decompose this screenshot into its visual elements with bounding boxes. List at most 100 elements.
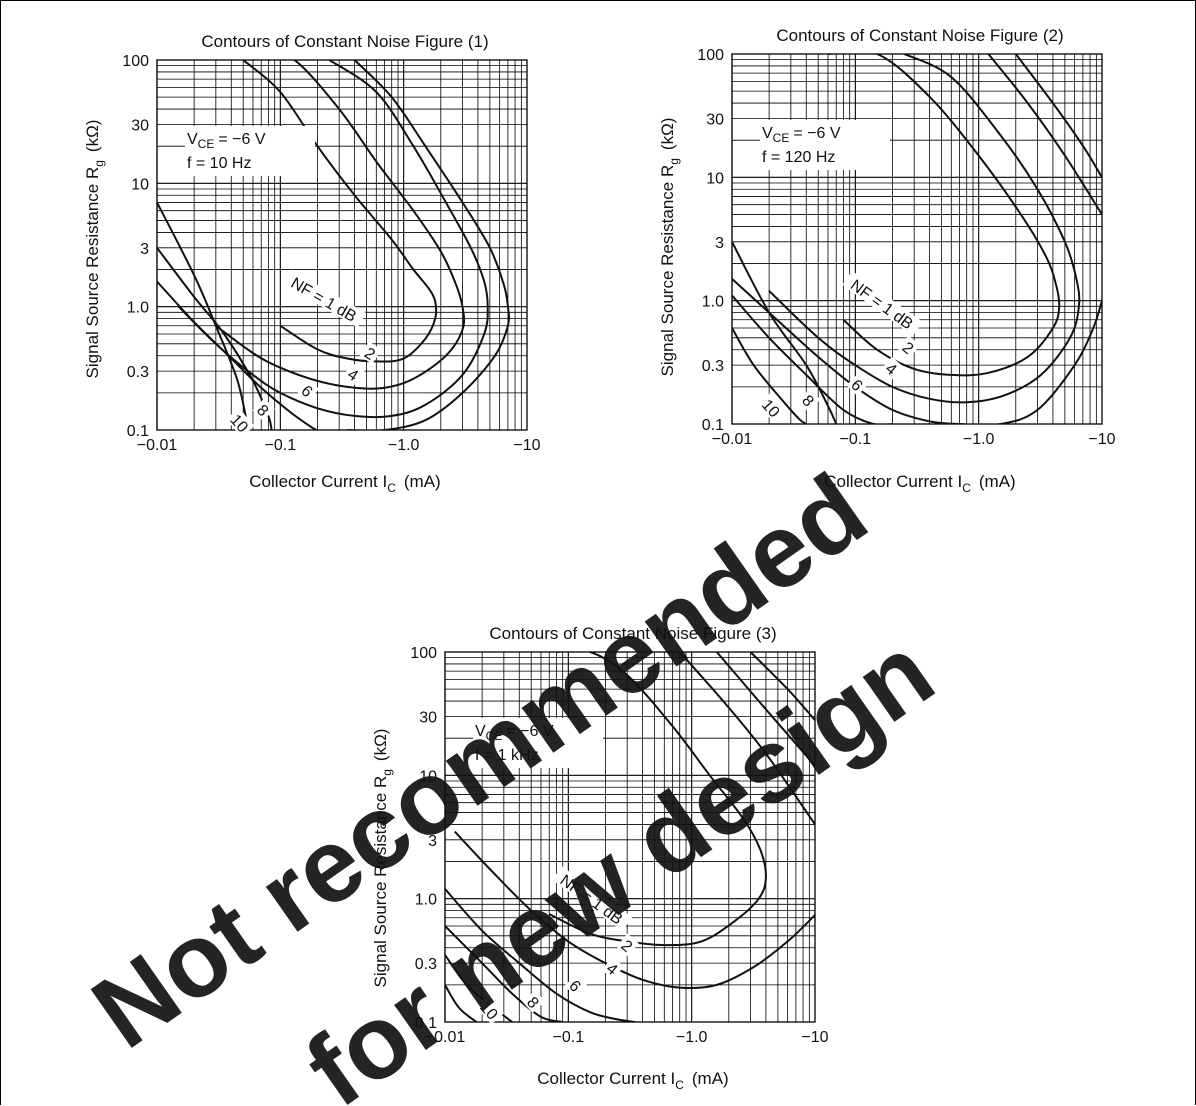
x-tick-label: −0.01 xyxy=(712,431,753,448)
contour-label: NF = 1 dB xyxy=(842,271,923,336)
condition-vce: VCE = −6 V xyxy=(762,125,841,145)
x-tick-label: −0.1 xyxy=(553,1029,585,1046)
contour-label: 6 xyxy=(296,378,320,402)
x-axis-label: Collector Current IC (mA) xyxy=(249,472,440,495)
y-tick-label: 0.1 xyxy=(127,423,149,440)
chart-title: Contours of Constant Noise Figure (1) xyxy=(201,32,488,51)
y-tick-label: 0.3 xyxy=(415,956,437,973)
contour-line-unlabeled-6 xyxy=(347,60,511,430)
y-tick-label: 0.3 xyxy=(127,364,149,381)
y-axis-label: Signal Source Resistance Rg(kΩ) xyxy=(658,118,681,377)
contour-line-2 xyxy=(768,54,1081,404)
grid xyxy=(444,651,816,1023)
conditions-annotation: VCE = −6 V f = 10 Hz xyxy=(185,126,315,176)
contour-label: 4 xyxy=(601,956,625,980)
contour-label: 10 xyxy=(225,407,255,438)
y-tick-label: 10 xyxy=(131,176,149,193)
contour-line-10 xyxy=(445,984,478,1022)
condition-frequency: f = 10 Hz xyxy=(187,155,251,172)
svg-text:NF = 1 dB: NF = 1 dB xyxy=(847,277,916,333)
x-ticks: −0.01 −0.1 −1.0 −10 xyxy=(712,431,1116,448)
contour-line-nf-1-db xyxy=(828,54,1061,377)
plot-frame xyxy=(156,59,528,431)
x-ticks: −0.01 −0.1 −1.0 −10 xyxy=(425,1029,829,1046)
contour-label: 4 xyxy=(880,356,904,380)
contour-label: 2 xyxy=(897,335,920,359)
y-tick-label: 0.3 xyxy=(702,358,724,375)
contour-line-unlabeled-6 xyxy=(678,652,815,825)
contour-line-10 xyxy=(732,327,807,424)
x-tick-label: −10 xyxy=(801,1029,828,1046)
y-tick-label: 0.1 xyxy=(415,1015,437,1032)
y-tick-label: 1.0 xyxy=(127,300,149,317)
contour-label: 4 xyxy=(342,362,365,385)
x-axis-label: Collector Current IC (mA) xyxy=(537,1069,728,1092)
y-tick-label: 1.0 xyxy=(702,294,724,311)
contour-line-nf-1-db xyxy=(242,60,438,363)
contour-line-4 xyxy=(732,278,1102,424)
x-tick-label: −1.0 xyxy=(388,437,420,454)
condition-frequency: f = 1 kHz xyxy=(475,747,539,764)
contour-label: 6 xyxy=(564,973,588,997)
x-tick-label: −0.1 xyxy=(265,437,297,454)
contour-label: 10 xyxy=(757,392,787,423)
plot-frame xyxy=(731,53,1103,425)
contour-line-4 xyxy=(177,60,489,419)
contour-label: 8 xyxy=(797,388,821,412)
condition-frequency: f = 120 Hz xyxy=(762,149,835,166)
noise-figure-chart-2: Contours of Constant Noise Figure (2) −0… xyxy=(658,26,1116,494)
svg-text:NF = 1 dB: NF = 1 dB xyxy=(557,872,626,928)
x-tick-label: −0.1 xyxy=(840,431,872,448)
condition-vce: VCE = −6 V xyxy=(475,723,554,743)
contour-line-2 xyxy=(215,60,466,390)
x-tick-label: −10 xyxy=(513,437,540,454)
contour-label: 8 xyxy=(522,990,546,1013)
contour-label: NF = 1 dB xyxy=(282,269,367,328)
y-tick-label: 30 xyxy=(131,117,149,134)
y-tick-label: 30 xyxy=(706,111,724,128)
y-axis-label: Signal Source Resistance Rg(kΩ) xyxy=(371,729,394,988)
conditions-box xyxy=(760,120,890,170)
x-tick-label: −1.0 xyxy=(963,431,995,448)
conditions-annotation: VCE = −6 V f = 1 kHz xyxy=(473,718,603,768)
y-tick-label: 10 xyxy=(706,170,724,187)
x-tick-label: −1.0 xyxy=(676,1029,708,1046)
contour-label: 2 xyxy=(359,341,382,364)
contour-line-8 xyxy=(445,954,513,1022)
contour-line-unlabeled-6 xyxy=(987,54,1102,216)
contour-line-6 xyxy=(157,280,318,430)
y-tick-label: 30 xyxy=(419,709,437,726)
y-ticks: 100 30 10 3 1.0 0.3 0.1 xyxy=(697,47,724,434)
contours xyxy=(445,652,815,1022)
y-tick-label: 10 xyxy=(419,768,437,785)
svg-text:10: 10 xyxy=(476,999,501,1024)
contour-line-6 xyxy=(732,294,893,424)
y-ticks: 100 30 10 3 1.0 0.3 0.1 xyxy=(122,53,149,440)
noise-figure-chart-3: Contours of Constant Noise Figure (3) −0… xyxy=(371,624,829,1092)
contour-line-6 xyxy=(445,925,563,1022)
contour-line-10 xyxy=(157,201,250,430)
contour-line-unlabeled-8 xyxy=(749,652,815,721)
svg-text:10: 10 xyxy=(226,412,251,437)
svg-text:NF = 1 dB: NF = 1 dB xyxy=(288,275,359,326)
contour-line-8 xyxy=(157,247,273,430)
y-tick-label: 0.1 xyxy=(702,417,724,434)
plot-frame xyxy=(444,651,816,1023)
y-tick-label: 3 xyxy=(715,235,724,252)
contour-line-8 xyxy=(732,241,838,424)
y-tick-label: 3 xyxy=(428,833,437,850)
y-tick-label: 100 xyxy=(697,47,724,64)
x-ticks: −0.01 −0.1 −1.0 −10 xyxy=(137,437,541,454)
contour-line-4 xyxy=(445,888,636,1022)
y-axis-label: Signal Source Resistance Rg(kΩ) xyxy=(83,120,106,379)
contour-label: 2 xyxy=(616,933,639,957)
contour-label: 6 xyxy=(846,373,870,396)
conditions-annotation: VCE = −6 V f = 120 Hz xyxy=(760,120,890,170)
contour-line-unlabeled-7 xyxy=(1015,54,1102,178)
chart-title: Contours of Constant Noise Figure (3) xyxy=(489,624,776,643)
conditions-box xyxy=(185,126,315,176)
y-tick-label: 1.0 xyxy=(415,892,437,909)
svg-text:10: 10 xyxy=(758,397,783,422)
